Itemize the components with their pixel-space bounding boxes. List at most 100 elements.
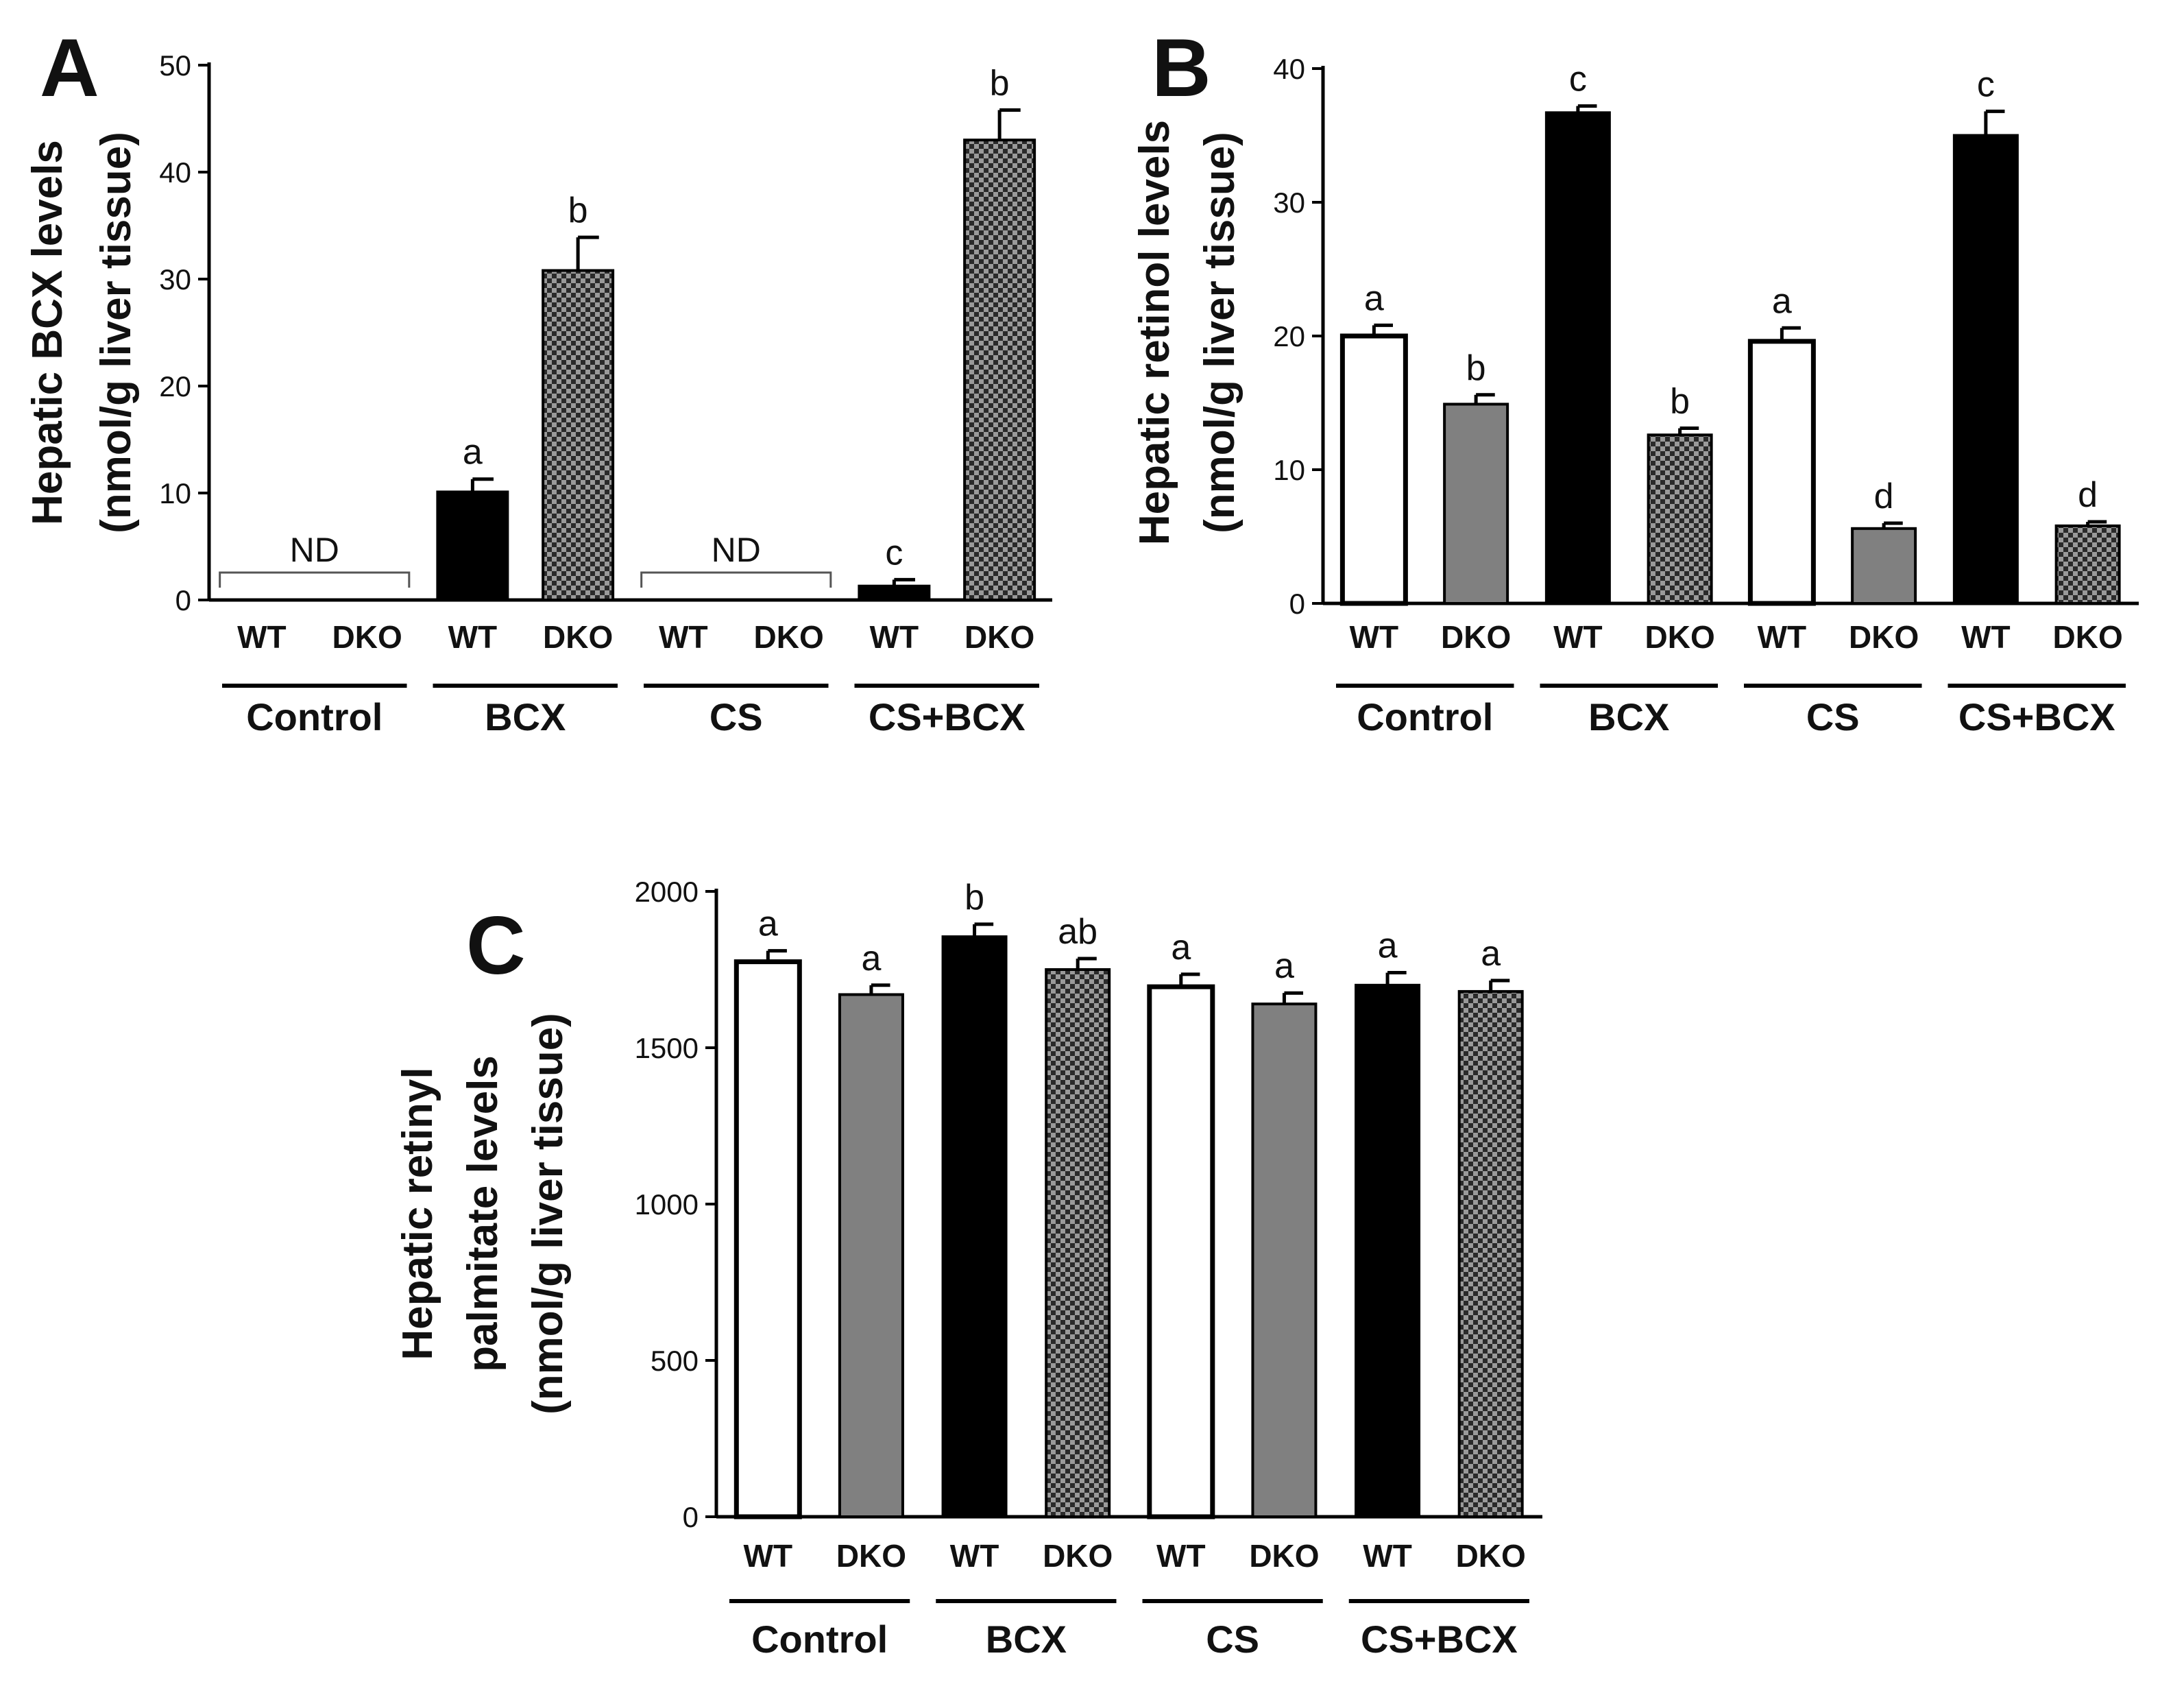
- y-tick-label: 0: [683, 1501, 699, 1533]
- significance-letter: a: [1481, 934, 1501, 974]
- bar: [963, 139, 1036, 601]
- y-tick-label: 500: [651, 1345, 699, 1377]
- genotype-label: DKO: [836, 1538, 906, 1574]
- bar: [1251, 1002, 1318, 1519]
- group-label: Control: [1357, 695, 1493, 738]
- bar: [1045, 968, 1111, 1518]
- group-label: CS+BCX: [1958, 695, 2115, 738]
- genotype-label: WT: [1553, 619, 1603, 655]
- significance-letter: a: [463, 433, 483, 472]
- group-label: CS: [1806, 695, 1860, 738]
- y-tick-label: 40: [1273, 53, 1305, 85]
- chart-panel-a: A Hepatic BCX levels (nmol/g liver tissue)…: [24, 22, 1052, 738]
- significance-letter: a: [861, 939, 881, 978]
- y-tick-label: 50: [159, 49, 191, 82]
- bar: [1147, 984, 1215, 1519]
- chart-panel-c: C Hepatic retinyl palmitate levels (nmol/g …: [394, 876, 1542, 1661]
- bar: [1339, 333, 1408, 606]
- y-axis-label: (nmol/g liver tissue): [1196, 132, 1243, 533]
- genotype-label: DKO: [1441, 619, 1511, 655]
- significance-letter: b: [964, 878, 984, 917]
- genotype-label: DKO: [1249, 1538, 1319, 1574]
- y-axis-label: Hepatic retinol levels: [1131, 120, 1178, 545]
- y-tick-label: 20: [1273, 320, 1305, 352]
- bar: [1443, 403, 1509, 605]
- genotype-label: DKO: [1456, 1538, 1526, 1574]
- group-label: BCX: [485, 695, 566, 738]
- genotype-label: WT: [1156, 1538, 1206, 1574]
- significance-letter: a: [1274, 946, 1294, 986]
- significance-letter: c: [1569, 60, 1587, 99]
- significance-letter: b: [1670, 382, 1690, 422]
- significance-letter: a: [1171, 928, 1191, 968]
- genotype-label: DKO: [1645, 619, 1715, 655]
- bar: [1952, 134, 2019, 605]
- genotype-label: DKO: [1043, 1538, 1113, 1574]
- genotype-label: DKO: [754, 619, 824, 655]
- significance-letter: c: [1977, 64, 1995, 104]
- significance-letter: a: [1378, 926, 1398, 966]
- y-tick-label: 10: [159, 477, 191, 509]
- chart-panel-b: B Hepatic retinol levels (nmol/g liver tis…: [1131, 22, 2139, 738]
- genotype-label: DKO: [332, 619, 402, 655]
- panel-letter: C: [466, 900, 526, 992]
- genotype-label: DKO: [964, 619, 1034, 655]
- group-label: Control: [751, 1618, 888, 1661]
- significance-letter: b: [1466, 348, 1486, 388]
- nd-bracket: [640, 571, 832, 588]
- bar: [1544, 111, 1611, 605]
- bar: [858, 584, 931, 601]
- significance-letter: d: [2078, 475, 2098, 515]
- y-axis-label: (nmol/g liver tissue): [524, 1013, 572, 1415]
- genotype-label: WT: [744, 1538, 793, 1574]
- group-label: CS: [709, 695, 763, 738]
- y-axis-label: Hepatic retinyl: [394, 1067, 441, 1360]
- significance-letter: a: [758, 904, 778, 944]
- y-tick-label: 30: [1273, 187, 1305, 219]
- group-label: CS+BCX: [869, 695, 1026, 738]
- significance-letter: d: [1874, 477, 1894, 516]
- y-tick-label: 30: [159, 263, 191, 296]
- panel-letter: B: [1152, 22, 1211, 114]
- y-tick-label: 2000: [635, 876, 699, 908]
- genotype-label: DKO: [543, 619, 613, 655]
- bar: [733, 959, 802, 1519]
- nd-bracket: [219, 571, 411, 588]
- bar: [1457, 989, 1524, 1519]
- y-tick-label: 20: [159, 370, 191, 403]
- genotype-label: WT: [448, 619, 498, 655]
- group-label: BCX: [986, 1618, 1067, 1661]
- genotype-label: WT: [659, 619, 708, 655]
- genotype-label: DKO: [1849, 619, 1919, 655]
- genotype-label: WT: [1350, 619, 1399, 655]
- bar: [436, 490, 509, 601]
- panel-letter: A: [40, 22, 99, 114]
- y-tick-label: 0: [175, 584, 191, 616]
- y-axis-label: palmitate levels: [459, 1055, 507, 1372]
- significance-letter: ab: [1058, 912, 1097, 952]
- group-label: CS: [1206, 1618, 1259, 1661]
- bar: [542, 269, 615, 601]
- y-tick-label: 0: [1289, 588, 1305, 620]
- bar: [1647, 433, 1713, 605]
- y-tick-label: 10: [1273, 454, 1305, 486]
- nd-label: ND: [290, 531, 339, 569]
- group-label: BCX: [1588, 695, 1669, 738]
- genotype-label: WT: [950, 1538, 999, 1574]
- genotype-label: DKO: [2053, 619, 2123, 655]
- y-tick-label: 1500: [635, 1032, 699, 1064]
- bar: [1355, 983, 1421, 1519]
- significance-letter: b: [990, 64, 1010, 104]
- genotype-label: WT: [1363, 1538, 1412, 1574]
- bar: [1747, 339, 1816, 606]
- y-axis-label: (nmol/g liver tissue): [93, 132, 140, 533]
- bar: [838, 993, 904, 1518]
- y-tick-label: 1000: [635, 1188, 699, 1221]
- genotype-label: WT: [1758, 619, 1807, 655]
- y-axis-label: Hepatic BCX levels: [24, 140, 71, 525]
- genotype-label: WT: [237, 619, 287, 655]
- genotype-label: WT: [1961, 619, 2011, 655]
- group-label: Control: [246, 695, 383, 738]
- bar: [1851, 527, 1917, 605]
